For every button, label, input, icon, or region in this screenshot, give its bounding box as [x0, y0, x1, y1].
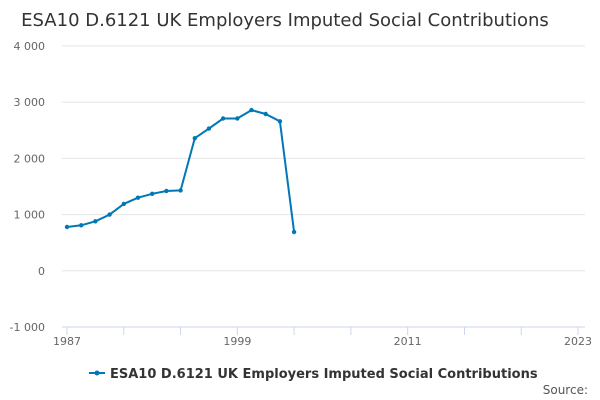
x-tick-label-3: 2023 — [564, 335, 592, 348]
data-point-1987[interactable] — [64, 224, 70, 230]
y-tick-label-2: 1 000 — [14, 209, 46, 222]
legend-label[interactable]: ESA10 D.6121 UK Employers Imputed Social… — [110, 367, 538, 382]
data-point-2000[interactable] — [249, 107, 254, 113]
source-credit: Source: — [543, 383, 588, 397]
y-axis-labels: -1 000 0 1 000 2 000 3 000 4 000 — [10, 40, 45, 334]
data-point-1993[interactable] — [150, 191, 155, 196]
chart-title: ESA10 D.6121 UK Employers Imputed Social… — [21, 10, 549, 31]
data-point-1992[interactable] — [135, 195, 141, 200]
grid-lines — [62, 45, 585, 328]
data-point-2003[interactable] — [291, 229, 297, 235]
data-point-1995[interactable] — [178, 188, 183, 193]
data-point-1988[interactable] — [79, 223, 84, 228]
y-tick-label-3: 2 000 — [14, 152, 46, 165]
y-tick-label-5: 4 000 — [14, 40, 46, 53]
data-point-1998[interactable] — [220, 116, 226, 121]
x-tick-label-0: 1987 — [53, 335, 81, 348]
legend[interactable]: ESA10 D.6121 UK Employers Imputed Social… — [89, 367, 538, 382]
data-point-1997[interactable] — [206, 126, 212, 131]
y-tick-label-1: 0 — [38, 265, 45, 278]
data-point-1991[interactable] — [121, 201, 127, 207]
data-point-1990[interactable] — [107, 212, 112, 217]
data-point-2002[interactable] — [277, 119, 283, 124]
x-axis-labels: 1987 1999 2011 2023 — [53, 335, 592, 348]
data-point-1996[interactable] — [192, 136, 197, 141]
legend-marker-symbol — [94, 370, 100, 376]
x-tick-label-1: 1999 — [223, 335, 251, 348]
data-point-1999[interactable] — [235, 116, 240, 121]
series-group — [64, 107, 297, 235]
data-point-1989[interactable] — [93, 219, 98, 224]
x-tick-label-2: 2011 — [394, 335, 422, 348]
data-point-2001[interactable] — [263, 111, 268, 117]
y-tick-label-0: -1 000 — [10, 321, 45, 334]
data-point-1994[interactable] — [164, 188, 169, 194]
series-line-0 — [66, 109, 296, 233]
y-tick-label-4: 3 000 — [14, 96, 46, 109]
x-axis-ticks — [66, 327, 579, 335]
